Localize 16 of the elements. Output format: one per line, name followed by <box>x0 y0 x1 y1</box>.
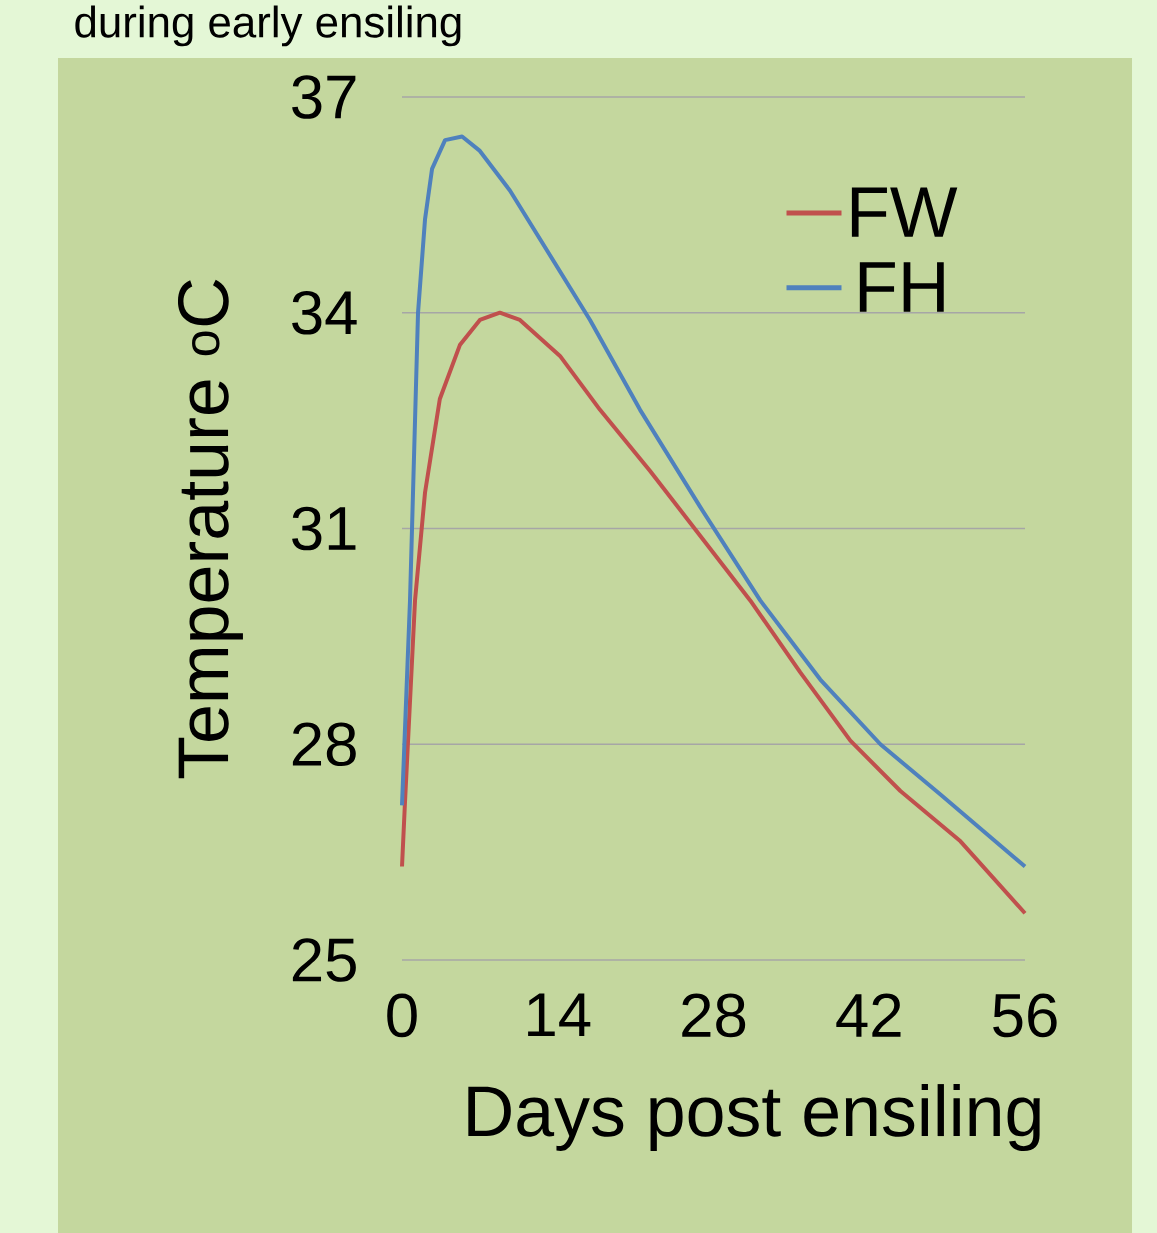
x-tick-label: 42 <box>836 993 901 1037</box>
line-series <box>400 310 1028 916</box>
y-tick-label: 37 <box>292 75 356 119</box>
y-tick-label: 34 <box>292 290 357 335</box>
legend-label: FH <box>859 262 944 312</box>
y-tick-label: 25 <box>292 938 356 982</box>
x-axis-title: Days post ensiling <box>468 1084 1040 1151</box>
y-tick-label: 31 <box>292 506 356 551</box>
y-tick-label: 28 <box>292 722 356 767</box>
x-tick-label: 28 <box>682 993 746 1038</box>
chart-title: during early ensiling <box>75 5 461 47</box>
x-tick-label: 0 <box>387 993 417 1038</box>
y-axis-title: Temperature $^{o}$C <box>177 279 243 779</box>
legend-label: FW <box>851 187 958 237</box>
x-tick-label: 56 <box>993 993 1057 1038</box>
x-tick-label: 14 <box>528 993 591 1037</box>
